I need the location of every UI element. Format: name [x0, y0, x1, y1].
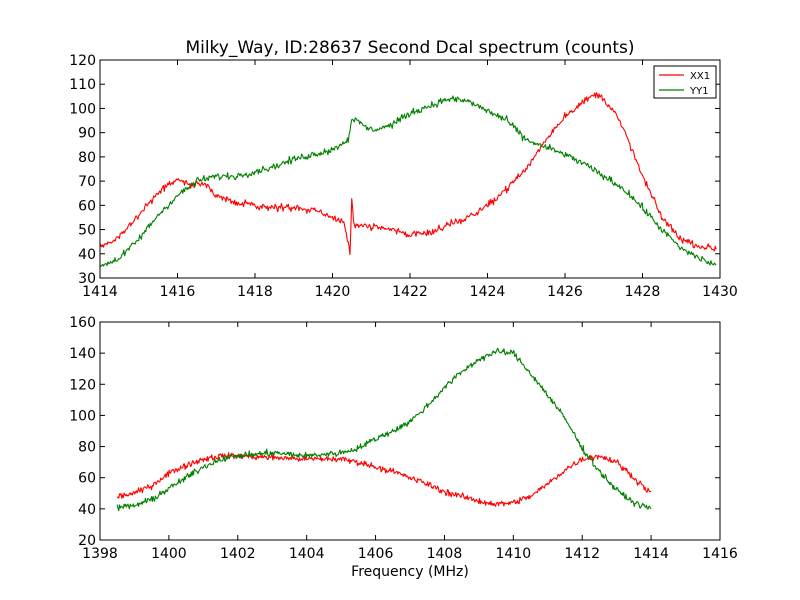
y-tick-label: 160 [69, 315, 96, 331]
series-line-yy1-panel-2 [116, 347, 652, 512]
x-tick-label: 1410 [496, 546, 532, 562]
y-tick-label: 120 [69, 377, 96, 393]
x-tick-label: 1418 [237, 284, 273, 300]
series-line-xx1-panel-2 [116, 452, 652, 507]
x-tick-label: 1416 [702, 546, 738, 562]
y-tick-label: 40 [78, 247, 96, 263]
y-tick-label: 30 [78, 271, 96, 287]
top-axes: 1414 1416 1418 1420 1422 1424 1426 1428 1430 30 40… [69, 53, 738, 300]
y-tick-label: 80 [78, 150, 96, 166]
y-tick-label: 90 [78, 126, 96, 142]
x-tick-label: 1428 [625, 284, 661, 300]
bottom-plot-lines [116, 347, 652, 512]
x-tick-label: 1424 [470, 284, 506, 300]
x-tick-label: 1414 [633, 546, 669, 562]
y-tick-label: 60 [78, 198, 96, 214]
x-tick-label: 1400 [151, 546, 187, 562]
y-tick-label: 20 [78, 533, 96, 549]
x-tick-label: 1398 [82, 546, 118, 562]
chart-title: Milky_Way, ID:28637 Second Dcal spectrum… [185, 38, 634, 58]
y-tick-label: 60 [78, 471, 96, 487]
legend-label-yy1: YY1 [689, 86, 709, 97]
x-tick-label: 1420 [315, 284, 351, 300]
y-tick-label: 110 [69, 77, 96, 93]
x-tick-label: 1430 [702, 284, 738, 300]
x-tick-label: 1402 [220, 546, 256, 562]
x-tick-label: 1414 [82, 284, 118, 300]
x-tick-label: 1404 [289, 546, 325, 562]
series-line-xx1-panel-1 [99, 92, 717, 256]
x-tick-label: 1422 [392, 284, 428, 300]
top-plot-lines [99, 92, 717, 268]
y-tick-label: 50 [78, 223, 96, 239]
x-axis-label: Frequency (MHz) [351, 564, 469, 580]
bottom-axes-frame [99, 321, 721, 541]
x-tick-label: 1406 [358, 546, 394, 562]
x-tick-label: 1412 [564, 546, 600, 562]
y-tick-label: 100 [69, 408, 96, 424]
x-tick-label: 1426 [547, 284, 583, 300]
series-line-yy1-panel-1 [99, 95, 717, 268]
y-tick-label: 100 [69, 101, 96, 117]
y-tick-label: 120 [69, 53, 96, 69]
y-tick-label: 80 [78, 440, 96, 456]
legend-label-xx1: XX1 [690, 71, 710, 82]
legend-box [653, 65, 717, 99]
y-tick-label: 140 [69, 346, 96, 362]
x-tick-label: 1408 [427, 546, 463, 562]
y-tick-label: 70 [78, 174, 96, 190]
x-tick-label: 1416 [160, 284, 196, 300]
top-axes-frame [99, 59, 721, 279]
top-axes-ticks: 1414 1416 1418 1420 1422 1424 1426 1428 1430 30 40… [69, 53, 738, 300]
bottom-axes-ticks: 1398 1400 1402 1404 1406 1408 1410 1412 1414 1416… [69, 315, 738, 562]
bottom-axes: 1398 1400 1402 1404 1406 1408 1410 1412 1414 1416… [69, 315, 738, 562]
y-tick-label: 40 [78, 502, 96, 518]
